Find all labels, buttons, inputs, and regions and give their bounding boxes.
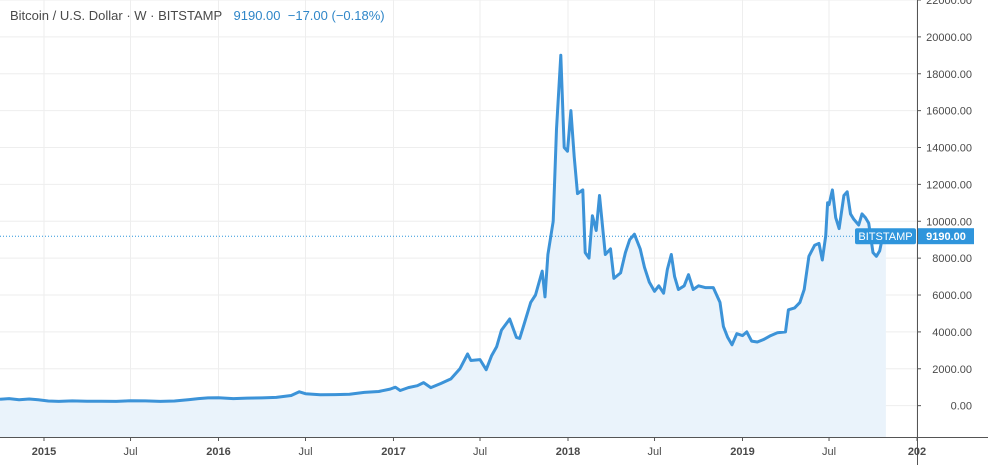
y-tick-label: 2000.00 (932, 364, 972, 376)
x-tick-label: Jul (123, 446, 137, 458)
price-line[interactable] (0, 53, 887, 403)
y-tick-label: 14000.00 (926, 143, 972, 155)
y-tick-label: 22000.00 (926, 0, 972, 7)
y-tick-label: 12000.00 (926, 179, 972, 191)
exchange-badge-label: BITSTAMP (858, 231, 912, 243)
y-tick-label: 10000.00 (926, 216, 972, 228)
last-price-badge-label: 9190.00 (926, 231, 966, 243)
price-change: −17.00 (−0.18%) (287, 8, 385, 23)
last-price: 9190.00 (233, 8, 281, 23)
y-tick-label: 4000.00 (932, 327, 972, 339)
exchange-badge (855, 228, 916, 245)
x-tick-label: Jul (473, 446, 487, 458)
x-tick-label: Jul (298, 446, 312, 458)
price-area-fill (0, 55, 886, 438)
y-tick-label: 20000.00 (926, 32, 972, 44)
last-price-change: 9190.00 −17.00 (−0.18%) (234, 8, 385, 23)
x-tick-label: 2017 (381, 446, 405, 458)
y-tick-label: 18000.00 (926, 69, 972, 81)
x-tick-label: 2019 (730, 446, 754, 458)
x-tick-label: 2016 (206, 446, 230, 458)
symbol-title: Bitcoin / U.S. Dollar · W · BITSTAMP (10, 8, 222, 23)
x-tick-label: 2015 (32, 446, 56, 458)
x-tick-label: Jul (822, 446, 836, 458)
x-tick-label: 2018 (556, 446, 580, 458)
x-tick-label: Jul (647, 446, 661, 458)
chart-legend: Bitcoin / U.S. Dollar · W · BITSTAMP 919… (10, 8, 385, 23)
y-tick-label: 8000.00 (932, 253, 972, 265)
y-tick-label: 6000.00 (932, 290, 972, 302)
last-price-badge (918, 228, 974, 245)
x-tick-label: 202 (908, 446, 926, 458)
y-tick-label: 0.00 (951, 401, 972, 413)
y-tick-label: 16000.00 (926, 106, 972, 118)
